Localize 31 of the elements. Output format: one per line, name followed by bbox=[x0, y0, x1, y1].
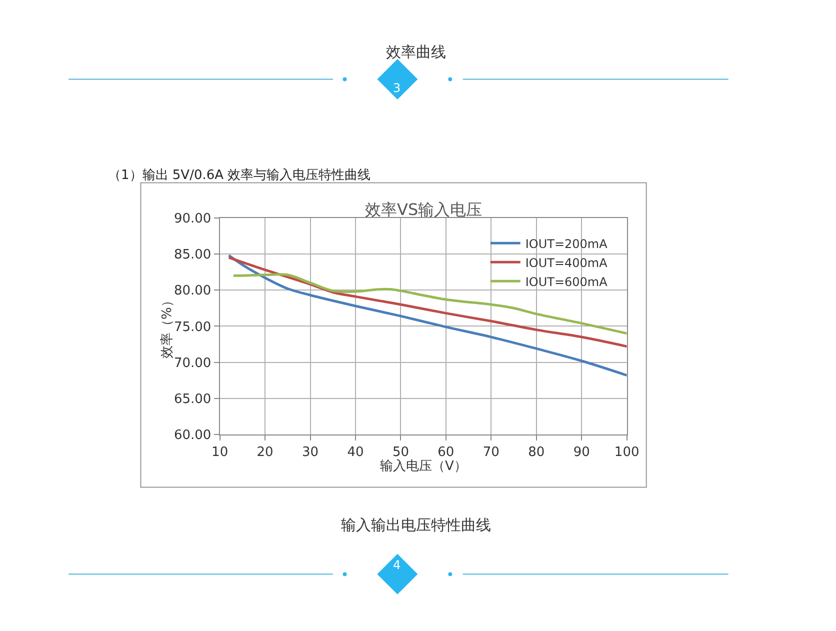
y-tick-label: 80.00 bbox=[174, 284, 212, 299]
y-tick-label: 60.00 bbox=[174, 428, 212, 444]
text: 4 bbox=[393, 558, 401, 572]
legend-label: IOUT=200mA bbox=[525, 236, 608, 251]
x-tick-label: 80 bbox=[528, 445, 545, 460]
x-tick-label: 10 bbox=[212, 445, 228, 460]
text: 输入输出电压特性曲线 bbox=[341, 516, 491, 534]
y-tick-label: 75.00 bbox=[174, 320, 212, 335]
x-tick-label: 20 bbox=[256, 445, 274, 460]
y-tick-label: 65.00 bbox=[174, 392, 212, 407]
legend-label: IOUT=400mA bbox=[525, 256, 608, 270]
line-series bbox=[232, 273, 627, 335]
y-tick-label: 90.00 bbox=[174, 211, 212, 226]
line-series bbox=[228, 254, 627, 377]
x-tick-label: 40 bbox=[347, 445, 364, 460]
x-axis-title: 输入电压（V） bbox=[380, 459, 467, 474]
x-tick-label: 30 bbox=[302, 445, 319, 460]
line-series bbox=[228, 256, 627, 348]
x-tick-label: 50 bbox=[392, 445, 409, 460]
text: 效率曲线 bbox=[386, 43, 446, 61]
x-tick-label: 90 bbox=[573, 445, 590, 460]
y-tick-label: 70.00 bbox=[174, 356, 212, 371]
chart-title: 效率VS输入电压 bbox=[365, 200, 482, 219]
text: （1）输出 5V/0.6A 效率与输入电压特性曲线 bbox=[108, 167, 371, 183]
x-tick-label: 60 bbox=[438, 445, 454, 460]
legend-label: IOUT=600mA bbox=[525, 274, 608, 289]
x-tick-label: 100 bbox=[614, 445, 640, 460]
text: 3 bbox=[393, 81, 401, 95]
x-tick-label: 70 bbox=[482, 445, 500, 460]
y-tick-label: 85.00 bbox=[174, 248, 212, 263]
y-axis-title: 效率（%） bbox=[159, 294, 176, 359]
